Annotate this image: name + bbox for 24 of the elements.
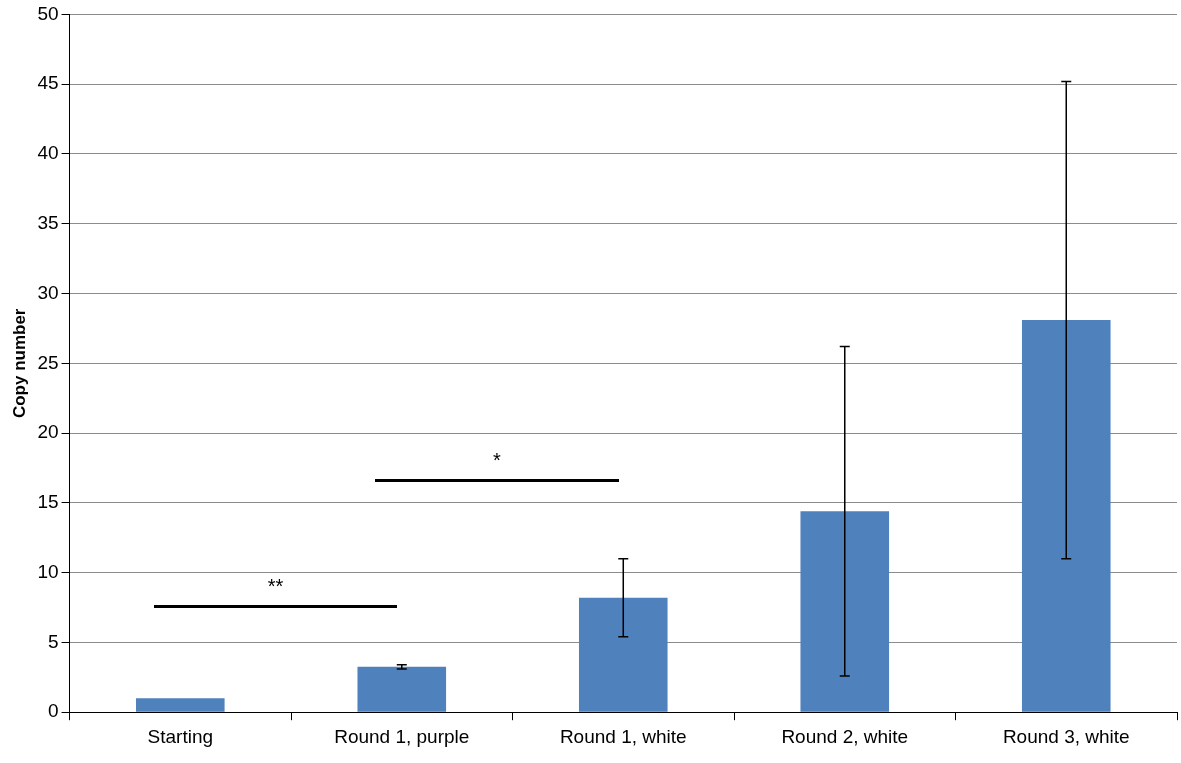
x-tick-label: Round 3, white	[1002, 725, 1130, 747]
y-tick-label: 40	[37, 142, 59, 164]
y-tick-label: 50	[37, 2, 59, 24]
y-tick-label: 30	[37, 281, 59, 303]
y-tick-label: 0	[47, 700, 59, 722]
bar	[135, 698, 225, 712]
bar	[357, 666, 447, 712]
bar	[1021, 320, 1111, 712]
x-tick-label: Round 1, purple	[334, 725, 470, 747]
y-tick-label: 10	[37, 560, 59, 582]
y-tick-label: 25	[37, 351, 59, 373]
bar	[800, 511, 890, 712]
y-tick-label: 5	[47, 630, 59, 652]
annotation: *	[493, 448, 501, 472]
y-tick-label: 45	[37, 72, 59, 94]
x-tick-label: Round 2, white	[781, 725, 909, 747]
y-tick-label: 35	[37, 211, 59, 233]
y-axis-title: Copy number	[9, 308, 29, 419]
x-tick-label: Round 1, white	[559, 725, 687, 747]
x-tick-label: Starting	[147, 725, 214, 747]
y-tick-label: 15	[37, 491, 59, 513]
annotation: **	[267, 574, 284, 598]
y-tick-label: 20	[37, 421, 59, 443]
bar	[578, 597, 668, 712]
